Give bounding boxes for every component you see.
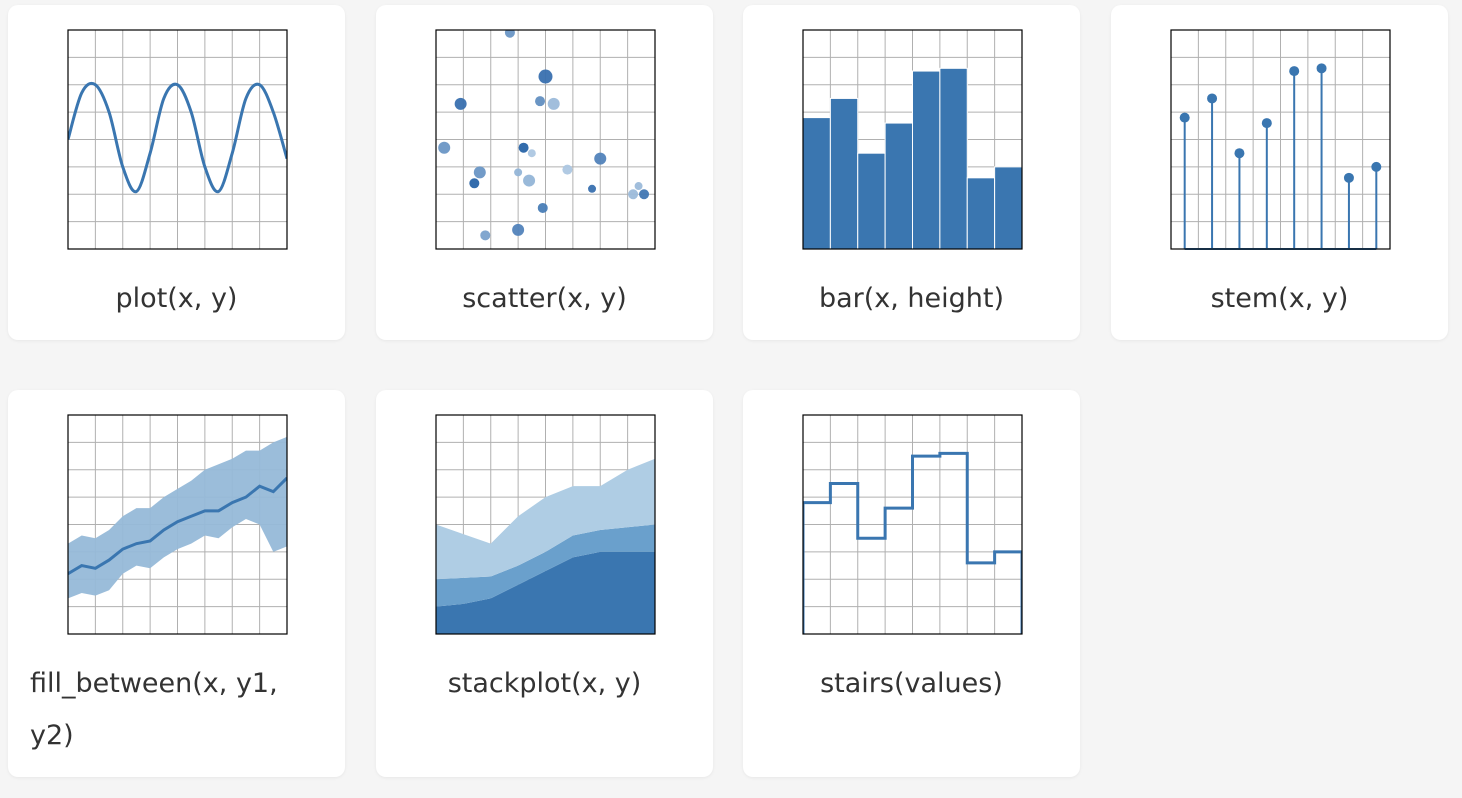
stairs-line [803, 451, 1022, 634]
scatter-point [588, 184, 597, 193]
axes-frame [802, 414, 1023, 635]
thumbnail-stackplot [435, 414, 656, 635]
plot-area [68, 436, 287, 599]
fill-band [68, 436, 287, 599]
scatter-point [514, 168, 523, 177]
scatter-point [562, 164, 573, 175]
stem-marker [1289, 66, 1300, 77]
card-label-stackplot: stackplot(x, y) [447, 668, 642, 699]
thumbnail-bar [802, 29, 1023, 250]
axes-frame [435, 29, 656, 250]
stack-layer [436, 551, 655, 634]
scatter-point [538, 69, 553, 84]
card-label-plot: plot(x, y) [115, 283, 238, 314]
scatter-point [469, 178, 480, 189]
stem-marker [1234, 148, 1245, 159]
scatter-point [473, 166, 486, 179]
stack-layer [436, 524, 655, 607]
card-label-fill-between: fill_between(x, y1, y2) [30, 668, 278, 751]
thumbnail-scatter [435, 29, 656, 250]
scatter-point [438, 141, 451, 154]
bar [857, 152, 886, 250]
center-line [68, 476, 287, 576]
line-series [68, 81, 287, 194]
scatter-point [537, 202, 548, 213]
scatter-point [594, 152, 607, 165]
stem-marker [1343, 172, 1354, 183]
card-label-scatter: scatter(x, y) [462, 283, 627, 314]
thumbnail-fill-between [67, 414, 288, 635]
scatter-point [523, 174, 536, 187]
scatter-point [480, 230, 491, 241]
bar [912, 70, 941, 250]
scatter-point [634, 182, 643, 191]
axes-frame [67, 29, 288, 250]
axes-frame [802, 29, 1023, 250]
stack-layer [436, 458, 655, 580]
card-label-stairs: stairs(values) [820, 668, 1003, 699]
scatter-point [454, 97, 467, 110]
plot-area [68, 81, 287, 194]
card-stackplot[interactable]: stackplot(x, y) [376, 390, 713, 777]
card-plot[interactable]: plot(x, y) [8, 5, 345, 340]
bar [939, 67, 968, 250]
scatter-point [535, 96, 546, 107]
plot-area [803, 451, 1022, 634]
bar [802, 117, 831, 250]
stem-marker [1207, 93, 1218, 104]
card-fill-between[interactable]: fill_between(x, y1, y2) [8, 390, 345, 777]
card-stem[interactable]: stem(x, y) [1111, 5, 1448, 340]
card-label-stem: stem(x, y) [1210, 283, 1349, 314]
bar [884, 122, 913, 250]
scatter-point [518, 142, 529, 153]
thumbnail-stairs [802, 414, 1023, 635]
axes-frame [435, 414, 656, 635]
scatter-point [628, 189, 639, 200]
plot-area [438, 30, 650, 241]
stem-marker [1316, 63, 1327, 74]
plot-area [436, 458, 655, 634]
bar [994, 166, 1023, 250]
card-stairs[interactable]: stairs(values) [743, 390, 1080, 777]
scatter-point [547, 97, 560, 110]
stem-marker [1261, 118, 1272, 129]
scatter-point [504, 30, 515, 38]
card-bar[interactable]: bar(x, height) [743, 5, 1080, 340]
card-scatter[interactable]: scatter(x, y) [376, 5, 713, 340]
stem-marker [1371, 161, 1382, 172]
bar [966, 177, 996, 250]
scatter-point [639, 189, 650, 200]
axes-frame [1170, 29, 1391, 250]
bar [829, 97, 859, 250]
stem-marker [1179, 112, 1190, 123]
card-label-bar: bar(x, height) [818, 283, 1005, 314]
thumbnail-stem [1170, 29, 1391, 250]
scatter-point [512, 223, 525, 236]
thumbnail-plot [67, 29, 288, 250]
scatter-point [527, 149, 536, 158]
axes-frame [67, 414, 288, 635]
